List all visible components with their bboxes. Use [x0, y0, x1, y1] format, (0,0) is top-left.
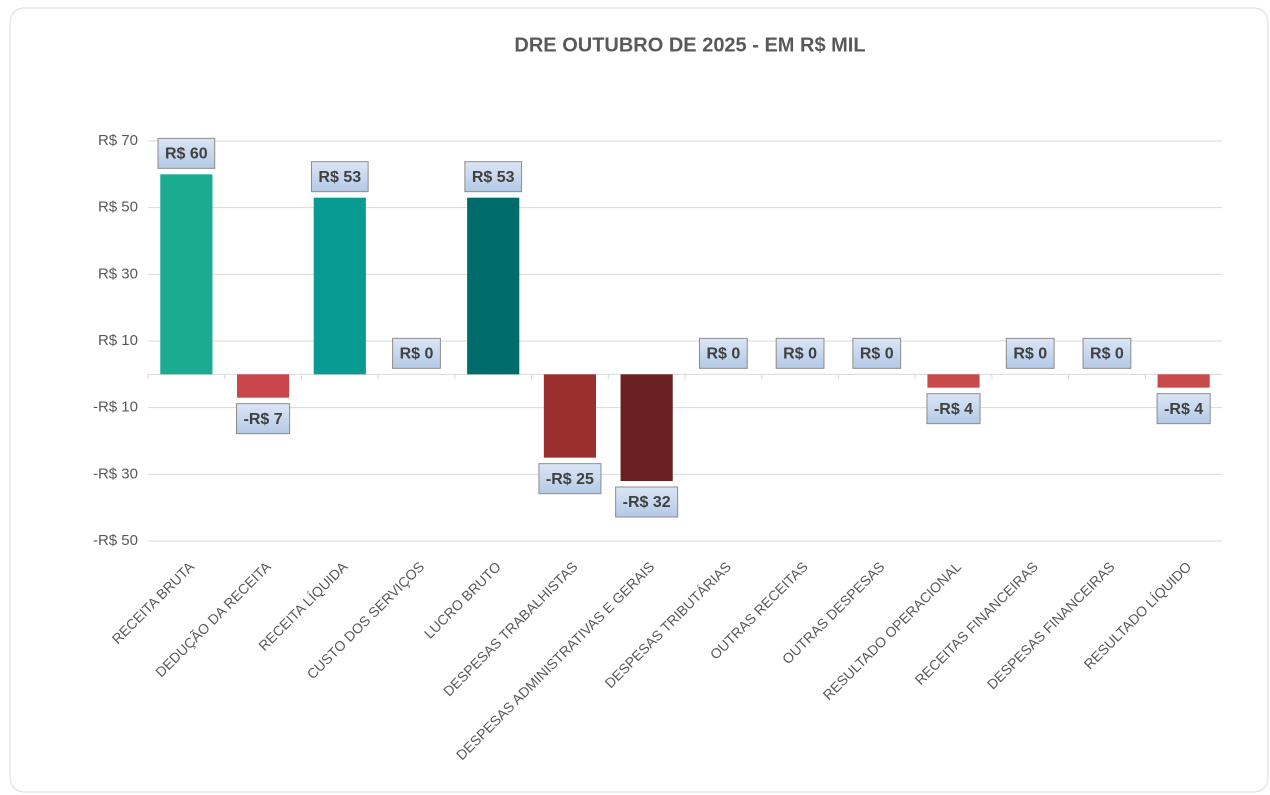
y-tick-label: R$ 50 [98, 199, 138, 216]
data-label: -R$ 4 [1156, 393, 1211, 425]
data-label: R$ 53 [464, 161, 523, 193]
data-label-text: R$ 53 [318, 169, 361, 186]
data-label-text: R$ 0 [783, 346, 817, 363]
y-tick-label: R$ 10 [98, 332, 138, 349]
data-label-text: R$ 60 [165, 146, 208, 163]
bar [620, 374, 673, 481]
y-tick-label: -R$ 50 [93, 532, 138, 549]
data-label-text: -R$ 32 [623, 494, 671, 511]
data-label-box [852, 337, 902, 369]
data-label-text: R$ 0 [1090, 346, 1124, 363]
data-label: R$ 60 [157, 137, 216, 169]
data-label-box [1082, 337, 1132, 369]
data-label-text: -R$ 4 [1164, 401, 1203, 418]
data-label-box [926, 393, 981, 425]
data-label-text: -R$ 25 [546, 471, 594, 488]
data-label-box [310, 161, 369, 193]
data-label: R$ 0 [1005, 337, 1055, 369]
data-label: -R$ 7 [236, 403, 291, 435]
bar [927, 374, 980, 388]
y-tick-label: -R$ 10 [93, 399, 138, 416]
data-label-box [392, 337, 441, 369]
data-label-box [698, 337, 748, 369]
bar [236, 374, 290, 398]
data-label-text: -R$ 7 [244, 411, 283, 428]
bar [1157, 374, 1210, 388]
data-label: R$ 53 [310, 161, 369, 193]
data-label-text: -R$ 4 [934, 401, 973, 418]
data-label: -R$ 4 [926, 393, 981, 425]
bar [160, 174, 213, 375]
data-label: -R$ 25 [538, 463, 602, 495]
data-label-box [464, 161, 523, 193]
data-label: R$ 0 [698, 337, 748, 369]
data-label: R$ 0 [852, 337, 902, 369]
data-label-text: R$ 0 [860, 346, 894, 363]
data-label-box [775, 337, 825, 369]
bar [543, 374, 597, 458]
data-label: R$ 0 [775, 337, 825, 369]
chart-title: DRE OUTUBRO DE 2025 - EM R$ MIL [514, 34, 865, 56]
data-label-box [157, 137, 216, 169]
data-label-text: R$ 0 [706, 346, 740, 363]
data-label: R$ 0 [1082, 337, 1132, 369]
data-label-text: R$ 53 [472, 169, 515, 186]
data-label-text: R$ 0 [400, 346, 434, 363]
data-label-box [236, 403, 291, 435]
data-label-box [1156, 393, 1211, 425]
data-label-text: R$ 0 [1013, 346, 1047, 363]
y-tick-label: R$ 30 [98, 265, 138, 282]
data-label-box [615, 486, 679, 518]
data-label: -R$ 32 [615, 486, 679, 518]
data-label: R$ 0 [392, 337, 441, 369]
data-label-box [1005, 337, 1055, 369]
bar [467, 197, 520, 375]
bar [313, 197, 366, 375]
data-label-box [538, 463, 602, 495]
y-tick-label: -R$ 30 [93, 465, 138, 482]
y-tick-label: R$ 70 [98, 132, 138, 149]
